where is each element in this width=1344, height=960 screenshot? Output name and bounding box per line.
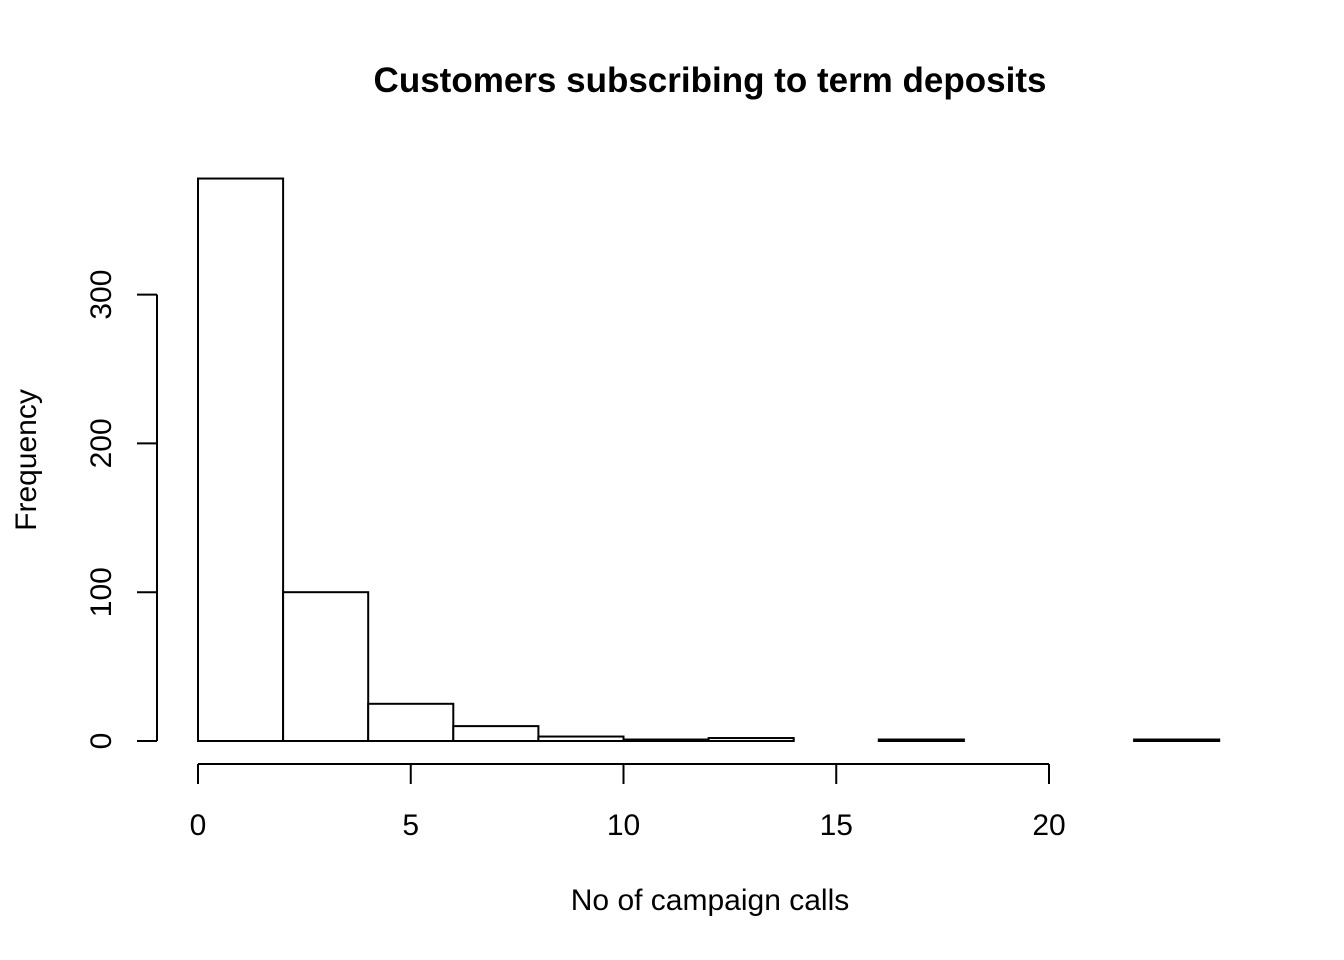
x-tick-label: 10 [607, 809, 640, 842]
y-tick-label: 200 [85, 418, 118, 468]
histogram-bar [197, 177, 285, 742]
histogram-bar [367, 702, 455, 742]
chart-title: Customers subscribing to term deposits [374, 61, 1047, 100]
histogram-bar [537, 735, 625, 743]
y-axis-label: Frequency [10, 389, 43, 531]
y-tick-label: 100 [85, 567, 118, 617]
y-ticks-group: 0 100 200 300 [85, 270, 157, 750]
histogram-bar [452, 725, 540, 742]
y-tick-label: 0 [85, 733, 118, 750]
x-ticks-group: 0 5 10 15 20 [190, 764, 1066, 842]
histogram-bar [877, 738, 965, 743]
bars-group [197, 177, 1221, 743]
x-axis-label: No of campaign calls [571, 884, 849, 917]
histogram-bar [1133, 738, 1221, 743]
histogram-bar [282, 591, 370, 743]
x-tick-label: 0 [190, 809, 207, 842]
x-tick-label: 20 [1032, 809, 1065, 842]
x-tick-label: 15 [820, 809, 853, 842]
y-tick-label: 300 [85, 270, 118, 320]
histogram-bar [707, 737, 795, 742]
y-axis: 0 100 200 300 [85, 270, 158, 750]
x-axis: 0 5 10 15 20 [190, 763, 1066, 842]
histogram-bar [622, 738, 710, 743]
x-tick-label: 5 [402, 809, 419, 842]
